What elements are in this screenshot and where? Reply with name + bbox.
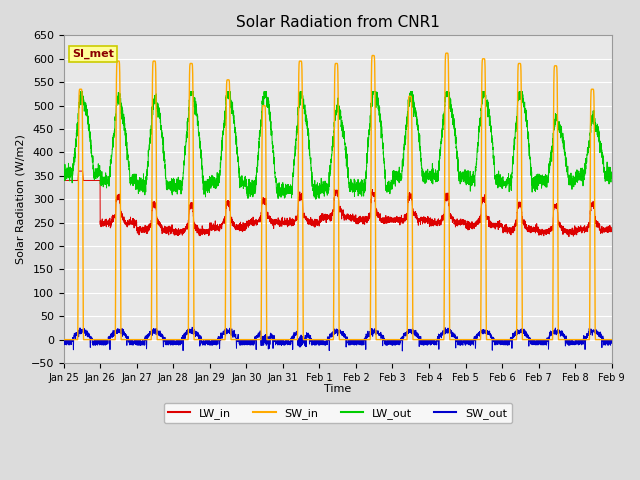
X-axis label: Time: Time [324,384,351,394]
SW_out [60,339,67,345]
Text: SI_met: SI_met [72,48,114,59]
LW_in [492,223,499,228]
LW_out [608,175,616,180]
SW_out [317,340,325,346]
SW_out [188,324,196,330]
SW_in [608,337,616,343]
SW_in [607,337,615,343]
SW_out [607,340,615,346]
LW_out [431,171,438,177]
Legend: LW_in, SW_in, LW_out, SW_out: LW_in, SW_in, LW_out, SW_out [164,403,512,423]
LW_out [60,176,67,181]
SW_in [492,337,499,343]
Y-axis label: Solar Radiation (W/m2): Solar Radiation (W/m2) [15,134,25,264]
LW_in [461,221,468,227]
Line: SW_in: SW_in [63,53,612,340]
SW_out [461,338,468,344]
SW_in [443,50,451,56]
LW_in [75,168,83,174]
LW_in [159,226,166,231]
Line: SW_out: SW_out [63,327,612,351]
LW_out [312,196,319,202]
SW_out [399,348,406,354]
SW_in [430,337,438,343]
SW_in [461,337,468,343]
LW_out [461,169,468,175]
LW_out [607,174,615,180]
SW_in [158,337,166,343]
LW_out [159,136,166,142]
SW_in [317,337,325,343]
LW_in [317,215,325,220]
SW_out [431,337,438,343]
LW_in [608,225,616,230]
Line: LW_in: LW_in [63,171,612,237]
SW_out [158,332,166,338]
LW_in [430,219,438,225]
LW_out [77,89,84,95]
SW_in [60,337,67,343]
SW_out [608,339,616,345]
LW_in [607,227,615,233]
SW_out [492,340,500,346]
LW_out [317,189,325,195]
Line: LW_out: LW_out [63,92,612,199]
LW_in [60,178,67,183]
Title: Solar Radiation from CNR1: Solar Radiation from CNR1 [236,15,440,30]
LW_in [565,234,573,240]
LW_out [492,179,500,185]
